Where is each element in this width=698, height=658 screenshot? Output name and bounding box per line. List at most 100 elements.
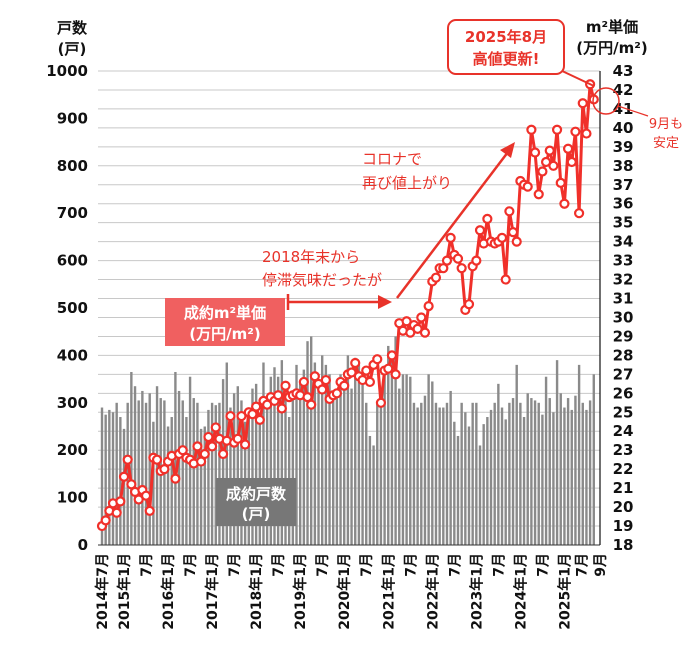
price-line — [96, 79, 599, 532]
left-axis-title-1: 戸数 — [57, 19, 88, 37]
price-point — [533, 189, 544, 200]
price-point — [456, 263, 467, 274]
left-axis-title-2: (戸) — [58, 40, 87, 58]
price-point — [581, 128, 592, 139]
right-axis-title-1: m²単価 — [586, 18, 638, 36]
bar — [141, 390, 144, 545]
right-tick-label: 32 — [613, 271, 634, 289]
bar — [309, 336, 313, 545]
x-tick-label: 7月 — [447, 553, 463, 577]
bar — [324, 364, 328, 545]
bar — [276, 376, 280, 545]
price-point — [280, 380, 291, 391]
covid-note-1: コロナで — [362, 150, 422, 168]
bar — [442, 407, 445, 545]
x-tick-label: 2014年7月 — [94, 553, 111, 630]
x-tick-label: 7月 — [183, 553, 199, 577]
bar — [409, 376, 412, 545]
price-point — [507, 227, 519, 238]
price-point — [151, 454, 163, 465]
price-point — [331, 388, 342, 399]
bar — [280, 360, 284, 545]
covid-note-2: 再び値上がり — [362, 174, 452, 192]
price-point — [416, 312, 427, 323]
price-point — [570, 126, 581, 137]
price-point — [251, 401, 262, 412]
bar — [555, 360, 559, 545]
price-point — [423, 301, 434, 312]
x-tick-label: 2016年1月 — [160, 553, 177, 630]
right-tick-label: 25 — [613, 403, 634, 421]
right-tick-label: 26 — [613, 384, 634, 402]
bar — [478, 445, 482, 545]
bar — [368, 435, 372, 545]
left-tick-label: 700 — [57, 204, 88, 222]
bar — [511, 398, 515, 545]
right-tick-label: 27 — [613, 365, 634, 383]
price-point — [302, 392, 313, 403]
bar — [346, 355, 350, 545]
right-tick-label: 36 — [613, 195, 634, 213]
bar — [192, 398, 195, 545]
x-tick-label: 2023年1月 — [468, 553, 485, 630]
bar — [306, 341, 309, 545]
price-point — [192, 441, 203, 452]
price-point — [441, 255, 453, 266]
right-axis-title-2: (万円/m²) — [576, 39, 647, 57]
record-callout-2: 高値更新! — [473, 50, 540, 68]
bar — [365, 402, 368, 545]
bar — [214, 405, 217, 545]
bar — [372, 445, 375, 545]
bar — [475, 402, 478, 545]
bar — [196, 402, 199, 545]
price-point — [306, 399, 317, 410]
bar — [394, 336, 397, 545]
right-tick-label: 39 — [613, 138, 634, 156]
x-tick-label: 2021年1月 — [380, 553, 397, 630]
bar — [592, 374, 595, 545]
price-label-2: (万円/m²) — [189, 325, 260, 343]
left-tick-label: 900 — [57, 109, 88, 127]
bar — [335, 393, 339, 545]
bar — [122, 428, 126, 545]
bar — [574, 395, 577, 545]
bar — [566, 398, 570, 545]
bar — [269, 376, 273, 545]
bar — [115, 402, 118, 545]
bar — [464, 412, 467, 545]
right-tick-label: 20 — [613, 498, 634, 516]
right-tick-label: 38 — [613, 157, 634, 175]
x-tick-label: 7月 — [359, 553, 375, 577]
bar — [427, 374, 430, 545]
september-note-1: 9月も — [649, 117, 683, 132]
bars-units — [100, 336, 595, 545]
bar — [343, 383, 346, 545]
price-point — [430, 272, 442, 283]
price-point — [100, 515, 111, 526]
bar — [526, 393, 529, 545]
price-point — [577, 98, 588, 109]
bar — [108, 409, 111, 545]
bar — [486, 417, 489, 545]
bar — [284, 398, 287, 545]
price-point — [500, 274, 511, 285]
bar — [570, 409, 573, 545]
price-point — [118, 471, 130, 482]
bar — [401, 374, 405, 545]
bar — [273, 367, 276, 545]
x-tick-label: 7月 — [535, 553, 551, 577]
price-point — [207, 441, 218, 452]
bar — [332, 395, 335, 545]
price-point — [573, 208, 585, 219]
price-point — [474, 225, 486, 236]
stagnation-note-2: 停滞気味だったが — [262, 271, 382, 289]
price-point — [140, 490, 152, 501]
price-point — [273, 390, 284, 401]
price-point — [170, 473, 181, 484]
bar — [577, 364, 581, 545]
bar — [254, 383, 258, 545]
bar — [515, 364, 518, 545]
right-tick-label: 22 — [613, 460, 634, 478]
price-point — [529, 147, 541, 158]
bar — [148, 393, 151, 545]
